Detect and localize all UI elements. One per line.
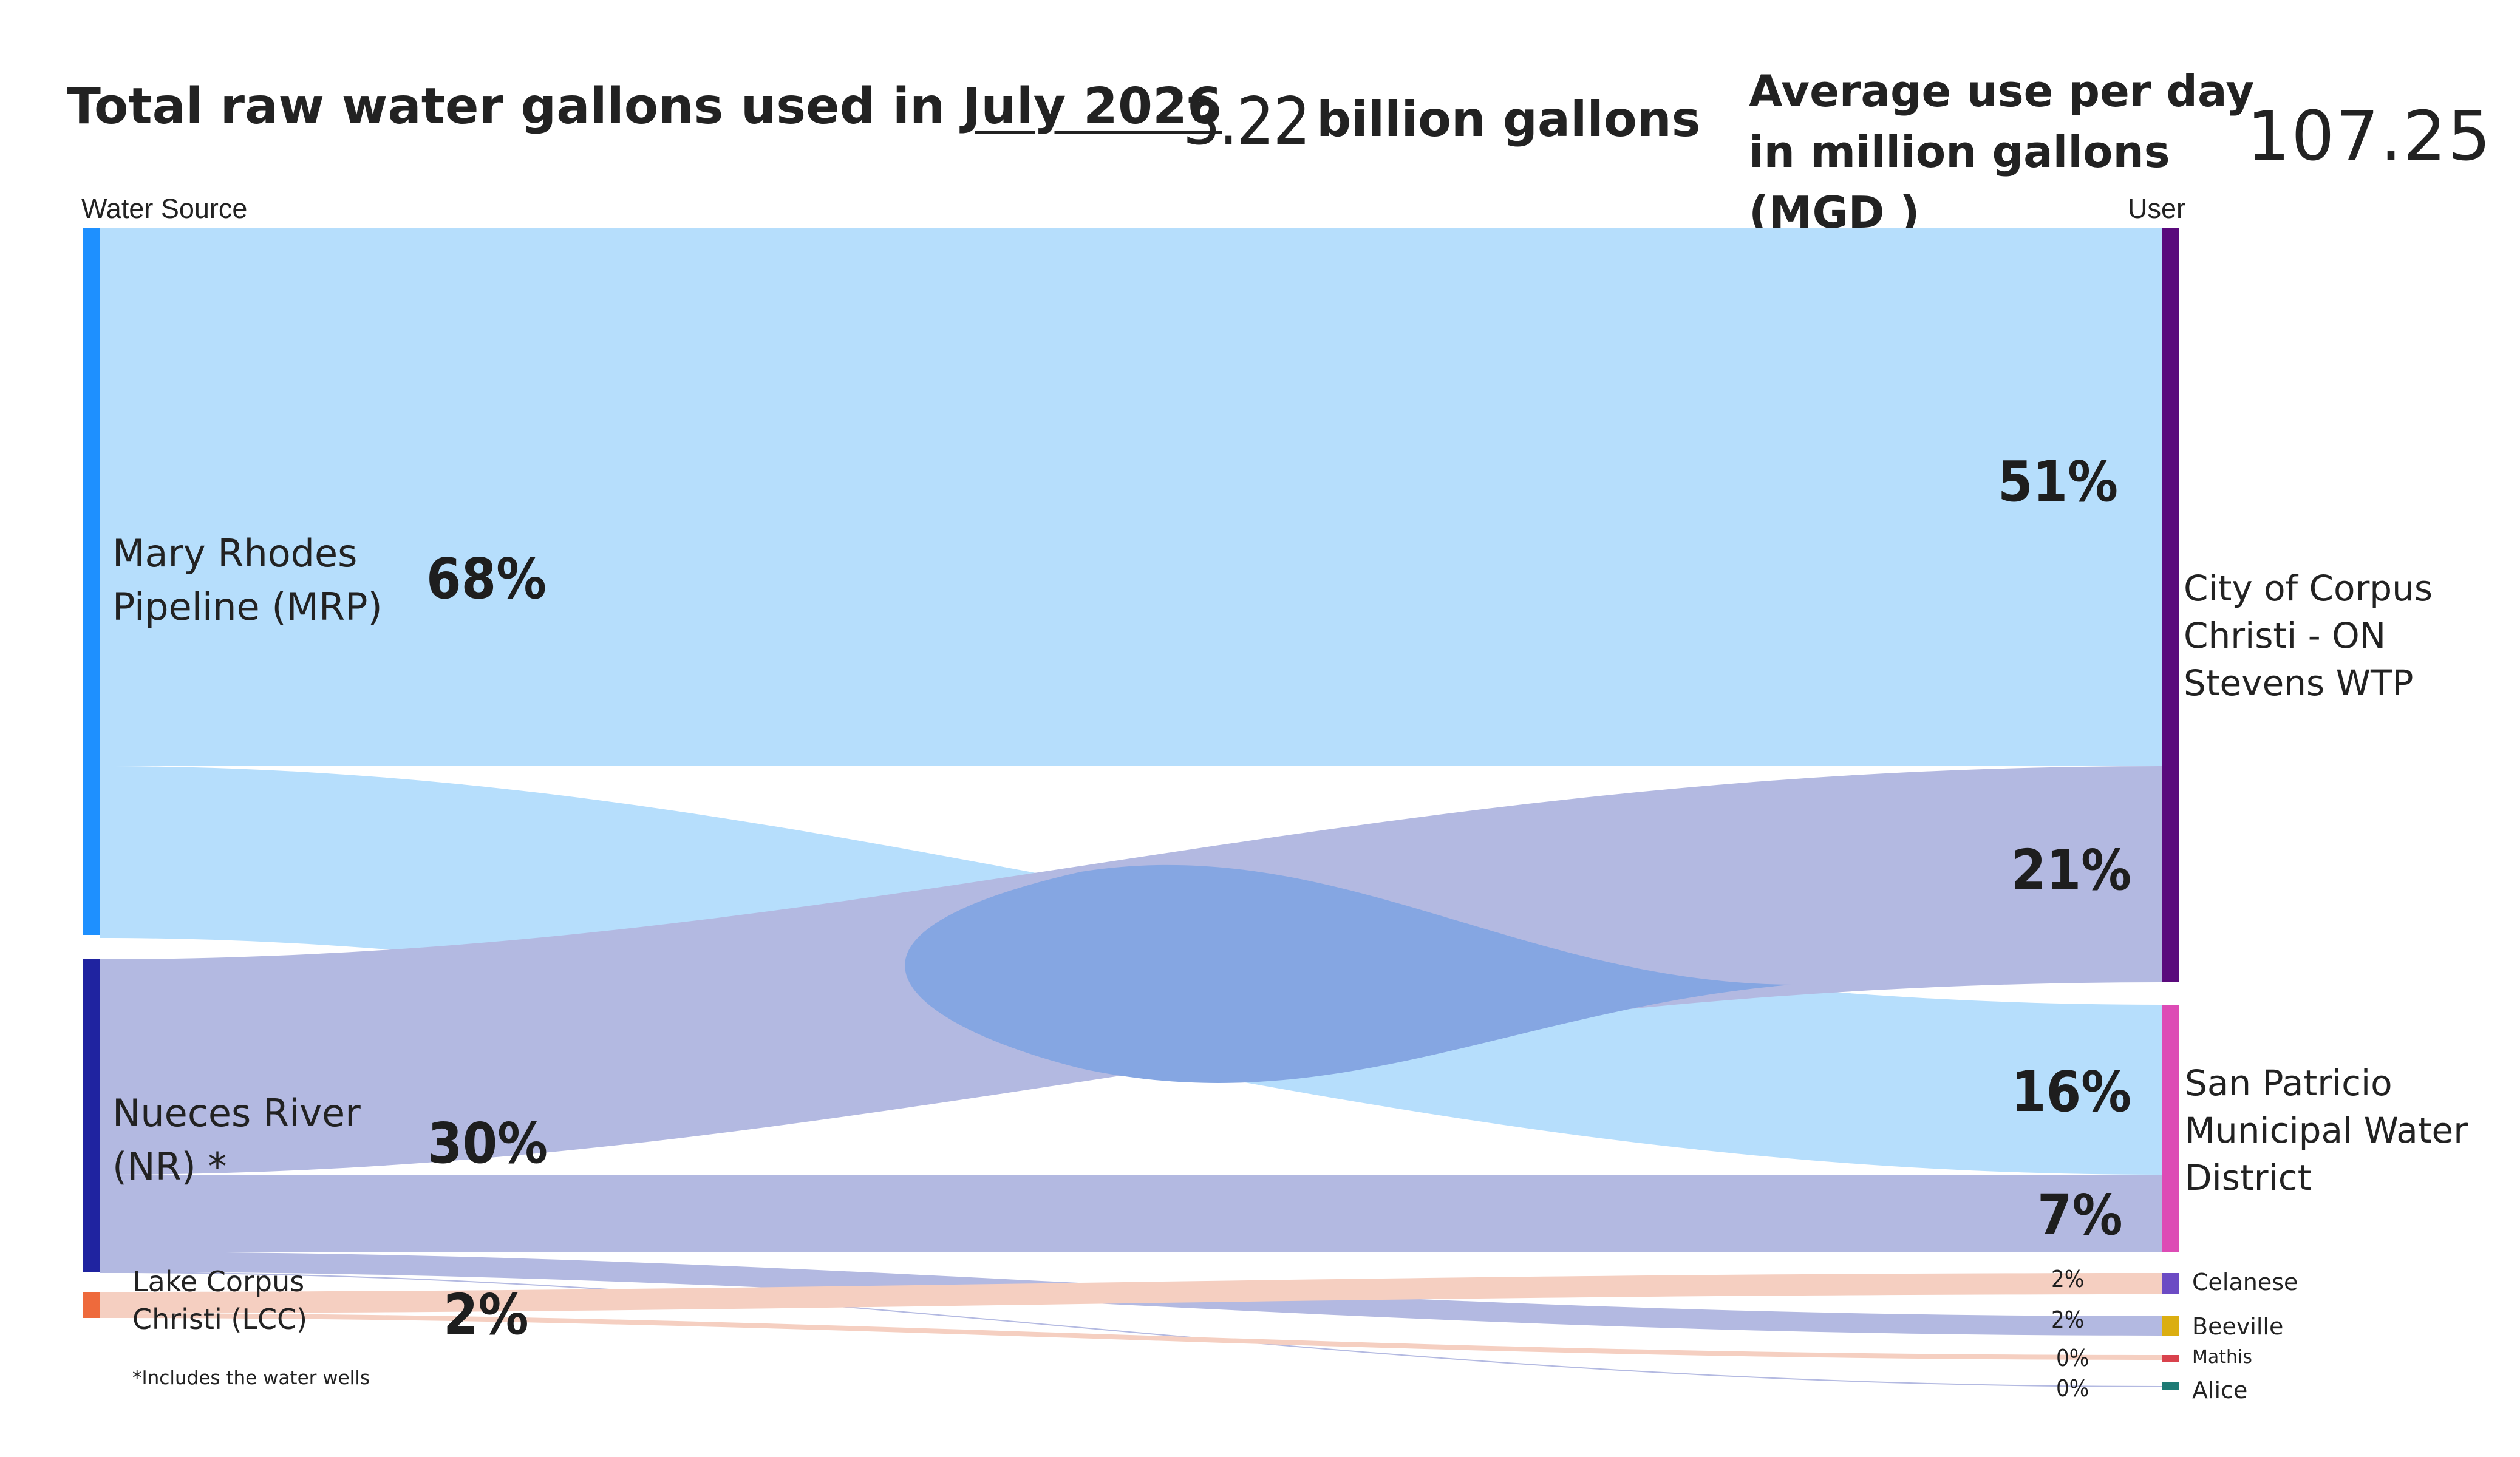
flow-lcc-mathis xyxy=(100,1313,2162,1360)
user-label-mathis: Mathis xyxy=(2192,1347,2253,1368)
source-label-lcc: Lake Corpus Christi (LCC) xyxy=(132,1265,308,1336)
flow-pct-mrp-sanpatricio: 16% xyxy=(2011,1059,2132,1124)
chart-title: Total raw water gallons used in July 202… xyxy=(67,78,1222,135)
source-label-mrp: Mary Rhodes Pipeline (MRP) xyxy=(112,531,383,629)
node-alice xyxy=(2162,1382,2179,1390)
node-mathis xyxy=(2162,1355,2179,1362)
flow-pct-mrp-city: 51% xyxy=(1998,449,2119,514)
total-unit: billion gallons xyxy=(1316,91,1701,148)
node-sanpatricio xyxy=(2162,1005,2179,1252)
right-axis-label: User xyxy=(2128,193,2186,224)
source-pct-nr: 30% xyxy=(427,1111,548,1176)
flow-pct-nr-alice: 0% xyxy=(2056,1375,2089,1402)
flow-overlap xyxy=(905,864,1791,1083)
title-prefix: Total raw water gallons used in xyxy=(67,78,962,135)
user-label-sanpatricio: San Patricio Municipal Water District xyxy=(2185,1062,2468,1198)
node-mrp xyxy=(83,228,100,935)
flow-pct-lcc-celanese: 2% xyxy=(2051,1266,2085,1292)
user-label-city: City of Corpus Christi - ON Stevens WTP xyxy=(2184,568,2433,704)
total-value: 3.22 xyxy=(1183,84,1310,160)
user-label-beeville: Beeville xyxy=(2192,1313,2284,1340)
flow-mrp-city xyxy=(100,228,2162,766)
node-city xyxy=(2162,228,2179,982)
flow-pct-nr-sanpatricio: 7% xyxy=(2037,1183,2123,1248)
node-lcc xyxy=(83,1292,100,1318)
left-axis-label: Water Source xyxy=(81,193,248,224)
node-celanese xyxy=(2162,1273,2179,1294)
source-pct-lcc: 2% xyxy=(443,1282,529,1347)
node-nr xyxy=(83,959,100,1272)
node-beeville xyxy=(2162,1316,2179,1336)
flow-pct-nr-city: 21% xyxy=(2011,838,2132,903)
flow-lcc-celanese xyxy=(100,1273,2162,1313)
flow-nr-sanpatricio xyxy=(100,1175,2162,1252)
footnote: *Includes the water wells xyxy=(132,1367,370,1389)
avg-value: 107.25 xyxy=(2247,97,2492,176)
avg-label: Average use per day in million gallons (… xyxy=(1749,66,2255,238)
source-pct-mrp: 68% xyxy=(426,546,547,611)
title-month: July 2026 xyxy=(962,78,1222,135)
flow-pct-nr-beeville: 2% xyxy=(2051,1306,2085,1333)
user-label-alice: Alice xyxy=(2192,1377,2248,1404)
source-label-nr: Nueces River (NR) * xyxy=(112,1091,361,1189)
flow-pct-lcc-mathis: 0% xyxy=(2056,1345,2089,1371)
user-label-celanese: Celanese xyxy=(2192,1269,2298,1296)
